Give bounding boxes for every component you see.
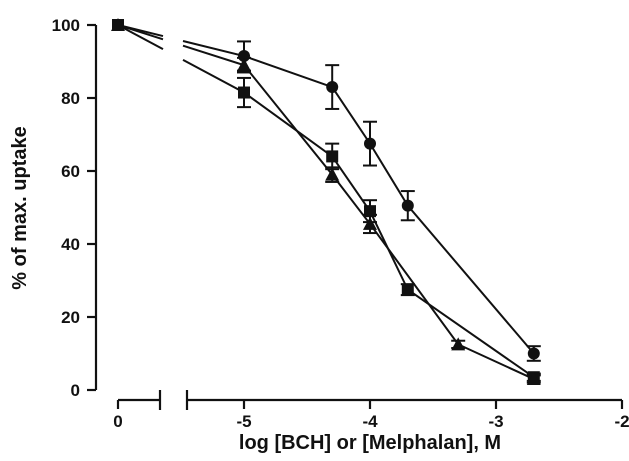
y-tick-label: 60 [61, 162, 80, 181]
data-point-circle [401, 199, 414, 212]
data-point-circle [326, 81, 339, 94]
y-tick-label: 80 [61, 89, 80, 108]
y-axis-title: % of max. uptake [9, 126, 31, 289]
x-tick-label: -5 [236, 412, 251, 431]
data-point-square [238, 86, 250, 99]
data-point-square [364, 205, 376, 218]
x-tick-label: -4 [362, 412, 378, 431]
markers [111, 18, 541, 386]
x-tick-label: 0 [113, 412, 122, 431]
data-point-square [401, 283, 414, 296]
series-line [182, 44, 535, 380]
data-point-triangle [237, 58, 251, 72]
axes: 0 20 40 60 80 100 0 -5 -4 -3 -2 [52, 16, 629, 431]
error-bars [237, 40, 541, 384]
y-tick-label: 20 [61, 308, 80, 327]
y-tick-label: 40 [61, 235, 80, 254]
x-tick-label: -2 [614, 412, 629, 431]
data-point-circle [238, 50, 250, 63]
series-line [182, 58, 535, 379]
y-tick-label: 100 [52, 16, 80, 35]
series-line [182, 40, 535, 355]
series-lines [117, 24, 535, 380]
data-point-triangle [363, 216, 377, 230]
series-line-segment [117, 24, 164, 50]
x-tick-label: -3 [488, 412, 503, 431]
data-point-triangle [325, 167, 340, 181]
data-point-circle [527, 347, 540, 360]
data-point-triangle [111, 18, 125, 31]
data-point-square [326, 150, 339, 163]
x-axis-title: log [BCH] or [Melphalan], M [239, 432, 501, 454]
data-point-triangle [526, 372, 541, 386]
y-tick-label: 0 [71, 381, 80, 400]
data-point-circle [364, 137, 376, 150]
data-point-triangle [451, 337, 466, 351]
series-line-segment [117, 24, 164, 41]
